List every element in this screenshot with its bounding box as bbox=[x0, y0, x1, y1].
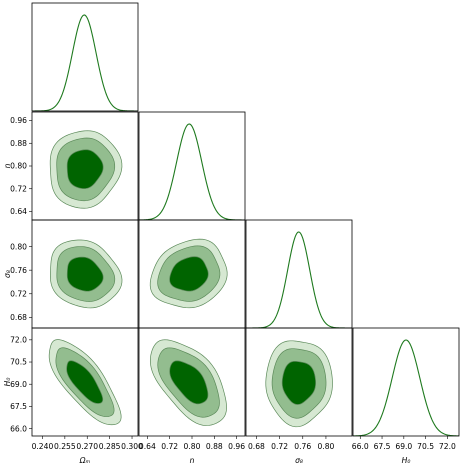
x-tick-label: 70.5 bbox=[417, 442, 434, 451]
y-tick-label: 66.0 bbox=[10, 424, 27, 433]
panel-n-Om: 0.64 0.72 0.80 0.88 0.96 n bbox=[3, 111, 139, 221]
panel-content bbox=[49, 130, 123, 209]
y-tick-label: 70.5 bbox=[10, 358, 27, 367]
panel-frame bbox=[31, 327, 139, 437]
panel-s8-Om: 0.68 0.72 0.76 0.80 σ₈ bbox=[3, 219, 139, 329]
y-tick-label: 0.68 bbox=[10, 313, 27, 322]
x-axis-label-H0: H₀ bbox=[402, 456, 411, 464]
y-tick-label: 0.96 bbox=[10, 116, 27, 125]
pdf-curve-s8 bbox=[246, 231, 352, 328]
panel-frame bbox=[138, 111, 246, 221]
pdf-curve-Om bbox=[32, 14, 138, 111]
panel-frame bbox=[31, 2, 139, 112]
y-tick-label: 0.72 bbox=[10, 184, 27, 193]
panel-s8-s8 bbox=[245, 219, 353, 329]
panel-s8-n bbox=[138, 219, 246, 329]
panel-H0-s8: 0.68 0.72 0.76 0.80 σ₈ bbox=[245, 327, 353, 464]
x-tick-label: 0.300 bbox=[121, 442, 143, 451]
contour-68 bbox=[169, 256, 209, 292]
y-axis-label-s8: σ₈ bbox=[3, 270, 12, 278]
panel-frame bbox=[245, 327, 353, 437]
panel-frame bbox=[245, 219, 353, 329]
contour-68 bbox=[66, 256, 104, 292]
y-tick-label: 0.80 bbox=[10, 242, 27, 251]
x-tick-label: 0.68 bbox=[248, 442, 265, 451]
panel-Om-Om bbox=[31, 2, 139, 112]
x-tick-label: 0.270 bbox=[76, 442, 98, 451]
panel-H0-Om: 66.0 67.5 69.0 70.5 72.0 H₀ 0.240 0.255 0.270 0.2… bbox=[3, 327, 143, 464]
panel-content bbox=[48, 339, 122, 426]
pdf-curve-n bbox=[139, 123, 245, 220]
x-tick-label: 69.0 bbox=[395, 442, 412, 451]
x-tick-label: 66.0 bbox=[352, 442, 369, 451]
x-tick-label: 0.72 bbox=[271, 442, 288, 451]
y-tick-label: 0.88 bbox=[10, 139, 27, 148]
x-tick-label: 0.255 bbox=[54, 442, 76, 451]
y-tick-label: 67.5 bbox=[10, 402, 27, 411]
y-tick-label: 72.0 bbox=[10, 336, 27, 345]
panel-content bbox=[149, 238, 228, 309]
x-tick-label: 0.72 bbox=[161, 442, 178, 451]
contour-68 bbox=[169, 360, 209, 405]
panel-content bbox=[139, 123, 245, 220]
y-tick-label: 0.80 bbox=[10, 162, 27, 171]
x-tick-label: 0.88 bbox=[206, 442, 223, 451]
x-axis-label-Om: Ωₘ bbox=[79, 456, 91, 464]
y-tick-label: 0.64 bbox=[10, 207, 27, 216]
x-tick-label: 0.80 bbox=[184, 442, 201, 451]
x-tick-label: 0.64 bbox=[139, 442, 156, 451]
panel-content bbox=[246, 231, 352, 328]
panel-content bbox=[265, 340, 333, 428]
y-tick-label: 69.0 bbox=[10, 380, 27, 389]
panel-content bbox=[49, 239, 123, 309]
panel-H0-n: 0.64 0.72 0.80 0.88 0.96 n bbox=[138, 327, 246, 464]
x-tick-label: 0.240 bbox=[32, 442, 54, 451]
y-tick-label: 0.76 bbox=[10, 266, 27, 275]
panel-frame bbox=[352, 327, 460, 437]
x-tick-label: 0.76 bbox=[294, 442, 311, 451]
x-tick-label: 0.96 bbox=[228, 442, 245, 451]
panel-content bbox=[149, 339, 227, 426]
y-tick-label: 0.72 bbox=[10, 289, 27, 298]
x-tick-label: 0.285 bbox=[99, 442, 121, 451]
panel-content bbox=[32, 14, 138, 111]
y-axis-label-H0: H₀ bbox=[3, 378, 12, 387]
contour-68 bbox=[66, 149, 104, 189]
contour-68 bbox=[281, 360, 317, 405]
x-tick-label: 0.80 bbox=[317, 442, 334, 451]
contour-68 bbox=[66, 360, 104, 404]
x-tick-label: 67.5 bbox=[374, 442, 391, 451]
y-axis-label-n: n bbox=[3, 163, 12, 168]
panel-content bbox=[353, 339, 459, 436]
x-axis-label-n: n bbox=[190, 456, 195, 464]
x-tick-label: 72.0 bbox=[439, 442, 456, 451]
x-axis-label-s8: σ₈ bbox=[295, 456, 303, 464]
pdf-curve-H0 bbox=[353, 339, 459, 436]
panel-n-n bbox=[138, 111, 246, 221]
panel-H0-H0: 66.0 67.5 69.0 70.5 72.0 H₀ bbox=[352, 327, 460, 464]
